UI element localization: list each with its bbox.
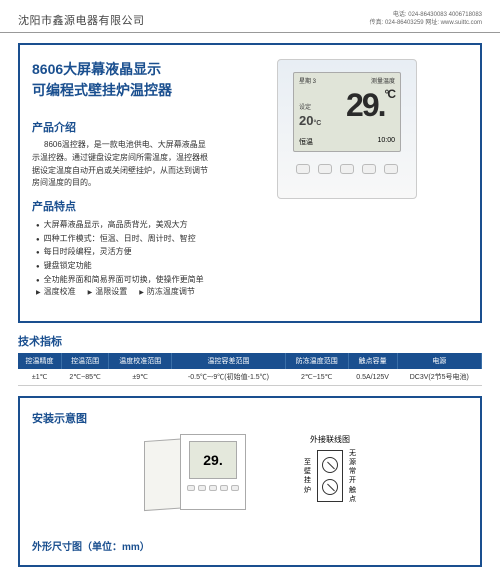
sub-features: 温度校准 温限设置 防冻温度调节 — [36, 286, 212, 297]
tech-table: 控温精度 控温范围 温度校准范围 温控容差范围 防冻温度范围 触点容量 电源 ±… — [18, 353, 482, 386]
thermo-btn — [340, 164, 354, 174]
tech-section: 技术指标 控温精度 控温范围 温度校准范围 温控容差范围 防冻温度范围 触点容量… — [18, 333, 482, 386]
table-row: ±1℃ 2℃~85℃ ±9℃ -0.5℃~-9℃(初始值-1.5℃) 2℃~15… — [18, 369, 482, 386]
tech-heading: 技术指标 — [18, 333, 482, 349]
feature-item: 键盘锁定功能 — [36, 259, 212, 273]
feature-item: 全功能界面和简易界面可切换，使操作更简单 — [36, 273, 212, 287]
terminal-icon — [322, 457, 338, 473]
install-box: 安装示意图 29. 外接联线图 至 壁 挂 炉 — [18, 396, 482, 567]
install-heading: 安装示意图 — [32, 410, 468, 426]
features-heading: 产品特点 — [32, 198, 212, 214]
main-box: 8606大屏幕液晶显示 可编程式壁挂炉温控器 产品介绍 8606温控器，是一款电… — [18, 43, 482, 323]
features-list: 大屏幕液晶显示，高品质背光，美观大方 四种工作模式：恒温、日时、周计时、智控 每… — [36, 218, 212, 286]
product-title: 8606大屏幕液晶显示 可编程式壁挂炉温控器 产品介绍 8606温控器，是一款电… — [32, 59, 212, 297]
intro-text: 8606温控器，是一款电池供电、大屏幕液晶显示温控器。通过键盘设定房间所需温度，… — [32, 139, 212, 190]
wiring-diagram: 外接联线图 至 壁 挂 炉 无 源 常 开 触 点 — [304, 434, 356, 504]
install-diagram: 29. — [144, 434, 264, 524]
device-image: 星期 3 测量温度 29.°C 设定 20°C 恒温 10:00 — [226, 59, 468, 297]
page-header: 沈阳市鑫源电器有限公司 电话: 024-86430083 4006718083 … — [0, 8, 500, 33]
thermo-btn — [362, 164, 376, 174]
feature-item: 每日时段编程，灵活方便 — [36, 245, 212, 259]
thermo-btn — [384, 164, 398, 174]
feature-item: 大屏幕液晶显示，高品质背光，美观大方 — [36, 218, 212, 232]
lcd-display: 星期 3 测量温度 29.°C 设定 20°C 恒温 10:00 — [293, 72, 401, 152]
contact-info: 电话: 024-86430083 4006718083 传真: 024-8640… — [370, 12, 482, 28]
thermo-btn — [318, 164, 332, 174]
terminal-icon — [322, 479, 338, 495]
intro-heading: 产品介绍 — [32, 119, 212, 135]
feature-item: 四种工作模式：恒温、日时、周计时、智控 — [36, 232, 212, 246]
company-name: 沈阳市鑫源电器有限公司 — [18, 12, 145, 28]
device-buttons — [296, 164, 398, 174]
thermo-btn — [296, 164, 310, 174]
